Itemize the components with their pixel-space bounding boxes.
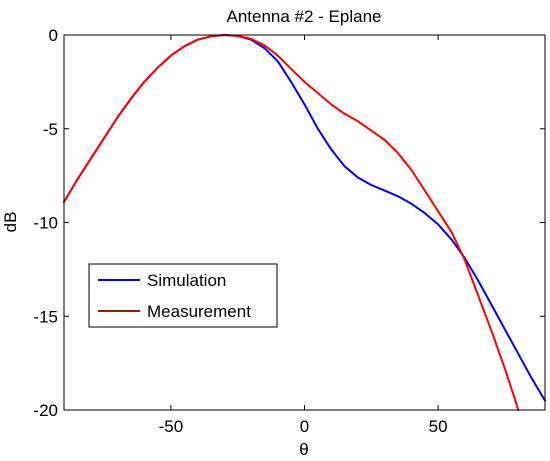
- legend-label-measurement: Measurement: [147, 302, 251, 321]
- plot-background: [64, 35, 545, 410]
- legend-box: [88, 263, 278, 328]
- y-tick-label: 0: [49, 26, 58, 45]
- series-line-measurement: [63, 34, 520, 411]
- legend-label-simulation: Simulation: [147, 271, 226, 290]
- series-layer: [63, 34, 546, 411]
- ticks-layer: -50 0 50 0 -5 -10 -15 -20: [33, 26, 545, 436]
- y-tick-label: -15: [33, 307, 58, 326]
- x-tick-label: 50: [429, 417, 448, 436]
- y-tick-label: -20: [33, 401, 58, 420]
- y-tick-label: -5: [43, 120, 58, 139]
- x-axis-label: θ: [299, 440, 308, 459]
- y-axis-label: dB: [1, 212, 20, 233]
- y-tick-label: -10: [33, 214, 58, 233]
- chart-title: Antenna #2 - Eplane: [226, 7, 381, 26]
- legend: Simulation Measurement: [88, 263, 278, 328]
- plot-area: [64, 35, 545, 410]
- x-tick-label: 0: [300, 417, 309, 436]
- x-tick-label: -50: [159, 417, 184, 436]
